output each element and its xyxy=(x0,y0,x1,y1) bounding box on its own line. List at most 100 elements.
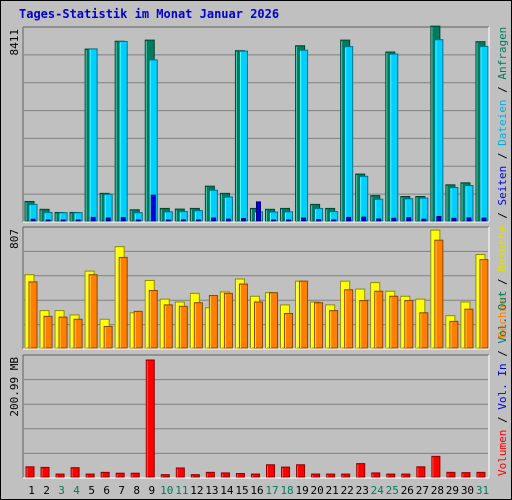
bar-rechner-day-23 xyxy=(359,300,369,349)
legend-entry--: / xyxy=(496,344,509,364)
bar-volumen-day-3 xyxy=(55,473,65,478)
bar-rechner-day-13 xyxy=(208,295,218,349)
legend-entry-dateien: Dateien xyxy=(496,100,509,146)
bar-seiten-day-15 xyxy=(240,218,246,222)
bar-seiten-day-1 xyxy=(30,218,36,222)
bar-rechner-day-11 xyxy=(178,305,188,349)
legend-entry-volumen: Volumen xyxy=(496,430,509,476)
legend-volume: Volumen / Vol. In / Vol. Out xyxy=(496,291,509,476)
bar-seiten-day-28 xyxy=(436,216,442,222)
x-tick-label-day-2: 2 xyxy=(43,484,50,497)
bar-seiten-day-23 xyxy=(361,216,367,222)
bar-volumen-day-24 xyxy=(371,472,381,478)
bar-seiten-day-29 xyxy=(451,217,457,222)
legend-entry--: / xyxy=(496,80,509,100)
bar-rechner-day-15 xyxy=(238,283,248,349)
legend-entry-vol-out: Vol. Out xyxy=(496,291,509,344)
y-max-label-top: 8411 xyxy=(8,29,21,56)
bar-volumen-day-16 xyxy=(250,473,260,478)
x-tick-label-day-1: 1 xyxy=(28,484,35,497)
bar-seiten-day-19 xyxy=(301,217,307,222)
x-tick-label-day-21: 21 xyxy=(326,484,339,497)
legend-entry--: / xyxy=(496,146,509,166)
bar-seiten-day-26 xyxy=(406,217,412,222)
bar-rechner-day-25 xyxy=(389,295,399,349)
bar-seiten-day-8 xyxy=(135,219,141,222)
x-tick-label-day-27: 27 xyxy=(416,484,429,497)
bar-seiten-day-13 xyxy=(210,217,216,222)
bar-volumen-day-30 xyxy=(461,472,471,478)
x-tick-label-day-31: 31 xyxy=(476,484,489,497)
bar-rechner-day-26 xyxy=(404,300,414,349)
x-tick-label-day-7: 7 xyxy=(118,484,125,497)
x-tick-label-day-4: 4 xyxy=(73,484,80,497)
panel-top xyxy=(23,27,489,222)
x-tick-label-day-10: 10 xyxy=(160,484,173,497)
x-tick-label-day-9: 9 xyxy=(148,484,155,497)
x-tick-label-day-6: 6 xyxy=(103,484,110,497)
bar-seiten-day-20 xyxy=(316,219,322,222)
x-tick-label-day-14: 14 xyxy=(220,484,234,497)
x-tick-label-day-5: 5 xyxy=(88,484,95,497)
bar-seiten-day-22 xyxy=(346,216,352,222)
x-tick-label-day-23: 23 xyxy=(356,484,369,497)
bar-seiten-day-21 xyxy=(331,219,337,222)
x-tick-label-day-26: 26 xyxy=(401,484,414,497)
x-tick-label-day-8: 8 xyxy=(133,484,140,497)
bar-volumen-day-6 xyxy=(100,471,110,478)
legend-entry-vol-in: Vol. In xyxy=(496,363,509,409)
bar-seiten-day-31 xyxy=(481,217,487,222)
bar-rechner-day-6 xyxy=(103,325,113,349)
bar-seiten-day-10 xyxy=(165,219,171,222)
panel-bottom xyxy=(23,355,489,478)
legend-entry-rechner: Rechner xyxy=(496,291,509,338)
bar-volumen-day-22 xyxy=(341,473,351,478)
bar-rechner-day-22 xyxy=(344,289,354,349)
x-tick-label-day-13: 13 xyxy=(205,484,218,497)
bar-rechner-day-21 xyxy=(329,310,339,349)
x-tick-label-day-18: 18 xyxy=(280,484,293,497)
bar-volumen-day-1 xyxy=(25,466,35,478)
bar-volumen-day-13 xyxy=(205,471,215,478)
bar-rechner-day-19 xyxy=(299,280,309,349)
bar-rechner-day-28 xyxy=(434,239,444,349)
bar-volumen-day-2 xyxy=(40,466,50,478)
bar-rechner-day-2 xyxy=(43,315,53,349)
bar-volumen-day-8 xyxy=(130,472,140,478)
bar-seiten-day-14 xyxy=(225,218,231,222)
bar-rechner-day-3 xyxy=(58,316,68,349)
bar-rechner-day-8 xyxy=(133,310,143,349)
legend-entry-besuche: Besuche xyxy=(496,225,509,271)
bar-seiten-day-27 xyxy=(421,218,427,222)
bar-rechner-day-18 xyxy=(284,313,294,349)
bar-seiten-day-30 xyxy=(466,217,472,222)
chart-title: Tages-Statistik im Monat Januar 2026 xyxy=(19,7,280,21)
bar-rechner-day-27 xyxy=(419,312,429,349)
bar-rechner-day-12 xyxy=(193,302,203,349)
bar-volumen-day-15 xyxy=(235,473,245,478)
x-tick-label-day-24: 24 xyxy=(371,484,385,497)
bar-volumen-day-11 xyxy=(175,467,185,478)
bar-seiten-day-7 xyxy=(120,217,126,222)
legend-entry-seiten: Seiten xyxy=(496,166,509,206)
bar-volumen-day-7 xyxy=(115,472,125,478)
bar-volumen-day-19 xyxy=(296,464,306,478)
x-tick-label-day-29: 29 xyxy=(446,484,459,497)
bar-rechner-day-5 xyxy=(88,274,98,349)
bar-volumen-day-21 xyxy=(326,473,336,478)
bar-seiten-day-4 xyxy=(75,219,81,222)
bar-volumen-day-23 xyxy=(356,463,366,478)
bar-seiten-day-5 xyxy=(90,216,96,222)
bar-volumen-day-31 xyxy=(476,471,486,478)
bar-rechner-day-10 xyxy=(163,304,173,349)
y-max-label-middle: 807 xyxy=(8,229,21,249)
bar-seiten-day-16 xyxy=(255,201,261,222)
bar-volumen-day-17 xyxy=(266,464,276,478)
bar-rechner-day-14 xyxy=(223,292,233,349)
bar-volumen-day-10 xyxy=(160,474,170,478)
bar-volumen-day-27 xyxy=(416,466,426,478)
bar-volumen-day-25 xyxy=(386,473,396,478)
bar-volumen-day-20 xyxy=(311,473,321,478)
x-tick-label-day-17: 17 xyxy=(265,484,278,497)
